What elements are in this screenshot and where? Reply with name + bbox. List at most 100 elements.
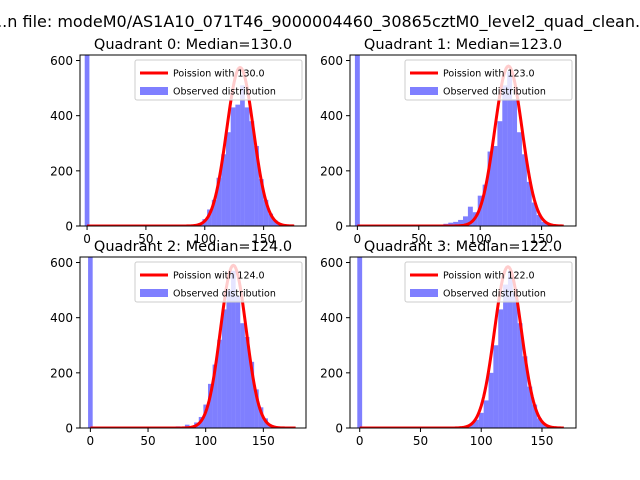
histogram-bar [512,99,518,226]
legend-patch-swatch [140,87,168,95]
histogram-bar [478,412,484,428]
histogram-bars [88,257,278,428]
y-tick-label: 600 [320,54,343,68]
y-tick-label: 200 [320,366,343,380]
legend-box [134,59,303,101]
histogram-bar [357,257,363,428]
legend-patch-swatch [410,289,438,297]
histogram-bar [488,372,494,428]
x-tick-label: 150 [252,434,275,448]
histogram-bar [532,404,538,428]
legend-label-fit: Poission with 124.0 [173,271,265,282]
legend-patch-swatch [140,289,168,297]
histogram-bar [521,154,527,226]
legend-label-observed: Observed distribution [443,87,546,98]
y-tick-label: 200 [50,164,73,178]
y-tick-label: 0 [65,220,73,234]
histogram-bar [453,221,459,226]
histogram-bar [88,257,93,428]
subplot-title: Quadrant 1: Median=123.0 [364,37,562,53]
legend: Poission with 123.0 Observed distribution [404,59,573,101]
histogram-bar [254,146,259,226]
histogram-bar [249,361,255,428]
legend-label-observed: Observed distribution [443,289,546,300]
legend-label-fit: Poission with 130.0 [173,69,265,80]
legend-label-fit: Poission with 122.0 [443,271,535,282]
histogram-bar [537,418,542,428]
legend-box [404,261,573,303]
x-tick-label: 0 [87,434,95,448]
x-tick-label: 100 [470,434,493,448]
x-tick-label: 50 [140,434,155,448]
histogram-bar [527,386,533,428]
x-tick-label: 150 [252,232,275,246]
histogram-bar [541,221,547,226]
histogram-bar [268,213,274,226]
histogram-bar [240,323,245,428]
histogram-bar [473,419,479,428]
histogram-bar [225,132,231,226]
histogram-bar [448,222,454,226]
y-tick-label: 400 [50,109,73,123]
histogram-bar [212,364,218,428]
histogram-bar [217,339,222,428]
y-tick-label: 400 [320,311,343,325]
histogram-bar [221,154,226,226]
y-tick-label: 400 [320,109,343,123]
histogram-bar [497,121,503,226]
x-tick-label: 0 [354,232,362,246]
histogram-bar [207,383,213,428]
histogram-bar [483,400,489,428]
histogram-bar [263,199,269,226]
histogram-bar [226,290,232,428]
histogram-bar [231,270,236,428]
histogram-bar [502,85,508,226]
y-tick-label: 200 [50,366,73,380]
figure-suptitle: ...n file: modeM0/AS1A10_071T46_90000044… [0,12,640,32]
y-tick-label: 600 [50,54,73,68]
histogram-bar [273,220,278,226]
histogram-bar [254,389,259,428]
x-tick-label: 100 [194,434,217,448]
histogram-bar [258,407,264,428]
subplot-title: Quadrant 2: Median=124.0 [94,239,292,255]
histogram-bar [526,181,532,226]
legend-label-observed: Observed distribution [173,289,276,300]
legend-box [134,261,303,303]
legend: Poission with 130.0 Observed distribution [134,59,303,101]
histogram-bar [487,151,493,226]
histogram-bar [203,404,208,428]
histogram-bar [244,336,250,428]
y-tick-label: 0 [335,422,343,436]
histogram-bar [207,209,212,226]
x-tick-label: 50 [413,434,428,448]
subplot-title: Quadrant 0: Median=130.0 [94,37,292,53]
histogram-bar [536,214,542,226]
x-tick-label: 100 [193,232,216,246]
histogram-bar [216,177,222,226]
histogram-bar [493,345,499,428]
legend-label-observed: Observed distribution [173,87,276,98]
histogram-bar [211,199,217,226]
subplot-title: Quadrant 3: Median=122.0 [364,239,562,255]
histogram-bar [467,206,473,226]
histogram-bar [221,309,227,428]
poisson-fit-line [90,263,296,428]
histogram-bar [463,216,468,226]
histogram-bar [230,107,236,226]
histogram-bar [507,270,513,428]
legend: Poission with 124.0 Observed distribution [134,261,303,303]
histogram-bar [240,85,245,226]
y-tick-label: 0 [335,220,343,234]
histogram-bar [84,55,90,226]
x-tick-label: 50 [138,232,153,246]
histogram-bar [507,71,513,226]
histogram-bar [531,202,537,226]
axes-frame [349,54,577,227]
subplot-quadrant-2: 0 50 100 150 0 200 400 600 Quadrant 2: Median=12… [50,239,307,448]
histogram-bar [522,356,528,428]
y-tick-label: 0 [65,422,73,436]
subplot-quadrant-0: 0 50 100 150 0 200 400 600 Quadrant 0: Median=13… [50,37,307,246]
histogram-bars [357,257,552,428]
